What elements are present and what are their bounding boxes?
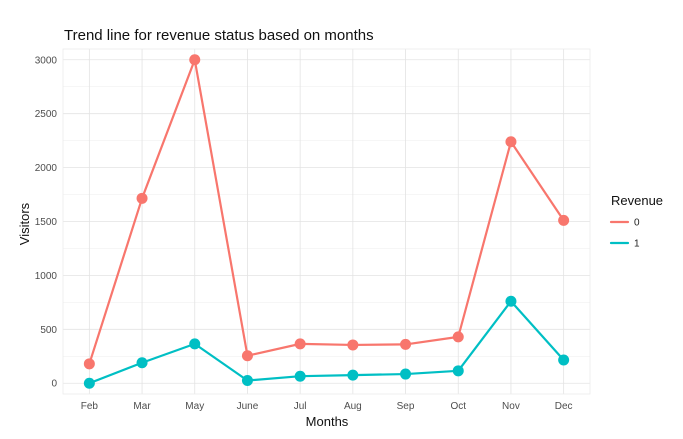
x-tick-label: Jul (294, 401, 307, 412)
series-point-1 (558, 354, 570, 366)
chart-title: Trend line for revenue status based on m… (64, 27, 374, 44)
axis-layer: 0 500 1000 1500 2000 2500 3000 Feb Mar May June Jul… (35, 55, 573, 412)
x-tick-label: Oct (450, 401, 466, 412)
x-tick-label: Sep (397, 401, 415, 412)
series-points (83, 54, 570, 389)
series-point-0 (505, 136, 517, 148)
series-point-1 (241, 375, 253, 387)
y-tick-label: 2500 (35, 109, 58, 120)
series-point-1 (347, 369, 359, 381)
y-tick-label: 500 (40, 325, 57, 336)
x-axis-title: Months (306, 414, 349, 429)
series-point-1 (136, 357, 148, 369)
legend-title: Revenue (611, 193, 663, 208)
legend-items: 01 (609, 218, 640, 250)
series-point-0 (136, 192, 148, 204)
series-point-0 (83, 358, 95, 370)
x-tick-label: Feb (81, 401, 99, 412)
series-point-0 (241, 350, 253, 362)
x-tick-label: Dec (555, 401, 573, 412)
series-point-0 (452, 331, 464, 343)
series-lines (88, 58, 565, 385)
x-tick-label: Nov (502, 401, 520, 412)
y-tick-label: 0 (51, 379, 57, 390)
series-point-0 (558, 214, 570, 226)
y-axis-title: Visitors (17, 202, 32, 245)
series-point-1 (505, 295, 517, 307)
series-point-0 (347, 339, 359, 351)
y-tick-label: 3000 (35, 55, 58, 66)
x-tick-label: May (185, 401, 204, 412)
series-point-1 (83, 377, 95, 389)
y-tick-label: 2000 (35, 163, 58, 174)
x-tick-label: Mar (133, 401, 151, 412)
x-tick-label: June (237, 401, 259, 412)
grid-layer (62, 48, 591, 395)
series-line-1 (88, 300, 565, 385)
x-tick-label: Aug (344, 401, 362, 412)
series-line-0 (88, 58, 565, 365)
legend-label-1: 1 (634, 239, 640, 250)
legend-label-0: 0 (634, 218, 640, 229)
y-tick-label: 1500 (35, 217, 58, 228)
series-point-1 (189, 338, 201, 350)
legend: Revenue 01 (609, 193, 663, 250)
series-point-1 (400, 368, 412, 380)
series-point-1 (294, 370, 306, 382)
y-tick-label: 1000 (35, 271, 58, 282)
series-point-0 (189, 54, 201, 66)
series-point-1 (452, 365, 464, 377)
plot-panel-border (62, 48, 591, 395)
series-point-0 (294, 338, 306, 350)
series-point-0 (400, 338, 412, 350)
